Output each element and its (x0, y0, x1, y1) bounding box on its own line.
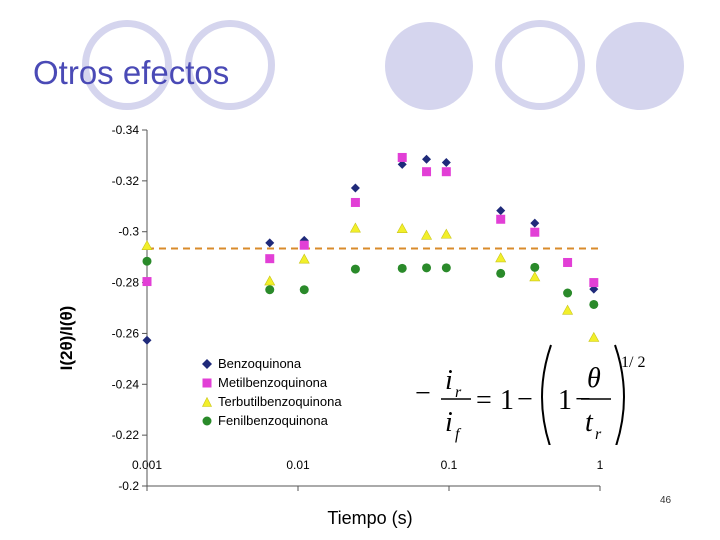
formula-lhs-num: i (445, 365, 453, 396)
triangle-marker-icon (202, 396, 212, 407)
x-axis-ticks: 0.001 0.01 0.1 1 (132, 458, 604, 491)
data-point-circle (142, 256, 152, 266)
y-tick-label: -0.2 (118, 479, 139, 493)
data-point-square (265, 254, 275, 264)
circle-marker-icon (202, 416, 212, 425)
data-point-triangle (421, 229, 433, 240)
y-tick-label: -0.22 (112, 428, 140, 442)
legend-label: Metilbenzoquinona (218, 375, 328, 390)
deco-circle-4 (495, 20, 585, 110)
deco-circle-5 (596, 22, 684, 110)
data-point-square (422, 167, 432, 177)
formula-t-sub: r (595, 426, 602, 443)
formula-t: t (585, 407, 594, 438)
data-point-circle (496, 268, 506, 278)
data-point-triangle (349, 222, 361, 233)
formula-one-b: 1 (558, 385, 572, 416)
data-point-triangle (141, 240, 153, 250)
legend-label: Terbutilbenzoquinona (218, 394, 342, 409)
data-point-square (563, 257, 573, 267)
data-point-circle (422, 263, 432, 273)
data-point-circle (397, 263, 407, 273)
formula-one: 1 (500, 385, 514, 416)
y-tick-label: -0.32 (112, 174, 140, 188)
data-point-diamond (142, 335, 152, 345)
data-point-circle (350, 264, 360, 274)
legend-item: Benzoquinona (202, 354, 342, 373)
data-point-square (142, 277, 152, 287)
data-point-circle (299, 285, 309, 295)
formula-exponent: 1/ 2 (621, 354, 645, 371)
formula-lhs-den-sub: f (455, 426, 462, 443)
data-point-square (299, 240, 309, 250)
formula-equals: = (476, 385, 492, 416)
formula-theta: θ (587, 363, 601, 394)
y-tick-label: -0.28 (112, 276, 140, 290)
data-point-circle (589, 299, 599, 309)
square-marker-icon (202, 378, 212, 387)
formula-lhs-num-sub: r (455, 384, 462, 401)
data-point-triangle (588, 331, 600, 342)
data-point-diamond (397, 159, 407, 169)
x-axis-label: Tiempo (s) (327, 508, 413, 528)
y-tick-label: -0.3 (118, 225, 139, 239)
legend-label: Fenilbenzoquinona (218, 413, 328, 428)
y-axis-ticks: -0.34 -0.32 -0.3 -0.28 -0.26 -0.24 -0.22 -0.2 (112, 123, 147, 493)
legend-item: Metilbenzoquinona (202, 373, 342, 392)
y-tick-label: -0.26 (112, 326, 140, 340)
formula-minus-2: − (517, 384, 533, 415)
data-point-triangle (396, 223, 408, 233)
data-point-square (441, 167, 451, 177)
data-point-circle (441, 263, 451, 273)
formula: − i r i f = 1 − 1 − θ t r 1/ 2 (415, 344, 645, 445)
data-point-square (589, 278, 599, 288)
data-point-diamond (350, 183, 360, 193)
data-point-circle (265, 285, 275, 295)
data-point-square (397, 152, 407, 162)
legend-item: Fenilbenzoquinona (202, 411, 342, 430)
data-point-triangle (495, 252, 507, 263)
formula-open-paren (541, 344, 552, 445)
deco-circle-1 (82, 20, 172, 110)
page-number: 46 (660, 495, 672, 506)
formula-minus: − (415, 378, 431, 409)
y-tick-label: -0.34 (112, 123, 140, 137)
x-tick-label: 1 (597, 458, 604, 472)
legend-item: Terbutilbenzoquinona (202, 392, 342, 411)
deco-circle-3 (385, 22, 473, 110)
data-point-square (350, 197, 360, 207)
data-point-diamond (441, 158, 451, 168)
data-point-circle (530, 262, 540, 272)
formula-lhs-den: i (445, 407, 453, 438)
deco-circle-2 (185, 20, 275, 110)
y-tick-label: -0.24 (112, 377, 140, 391)
data-point-triangle (562, 304, 574, 315)
data-point-square (496, 214, 506, 224)
data-point-square (530, 227, 540, 237)
legend: Benzoquinona Metilbenzoquinona Terbutilb… (202, 354, 342, 430)
data-point-triangle (298, 253, 310, 264)
data-point-diamond (265, 238, 275, 248)
data-point-diamond (422, 154, 432, 164)
data-point-circle (563, 288, 573, 298)
data-points (141, 152, 600, 345)
data-point-triangle (529, 271, 541, 282)
x-tick-label: 0.1 (441, 458, 458, 472)
data-point-diamond (530, 218, 540, 228)
slide-title: Otros efectos (33, 54, 230, 91)
data-point-diamond (496, 206, 506, 216)
data-point-triangle (264, 275, 276, 286)
y-axis-label: I(2θ)/I(θ) (57, 305, 76, 371)
formula-close-paren (614, 344, 625, 445)
data-point-triangle (440, 228, 452, 239)
x-tick-label: 0.01 (286, 458, 310, 472)
diamond-marker-icon (202, 358, 212, 369)
legend-label: Benzoquinona (218, 356, 302, 371)
